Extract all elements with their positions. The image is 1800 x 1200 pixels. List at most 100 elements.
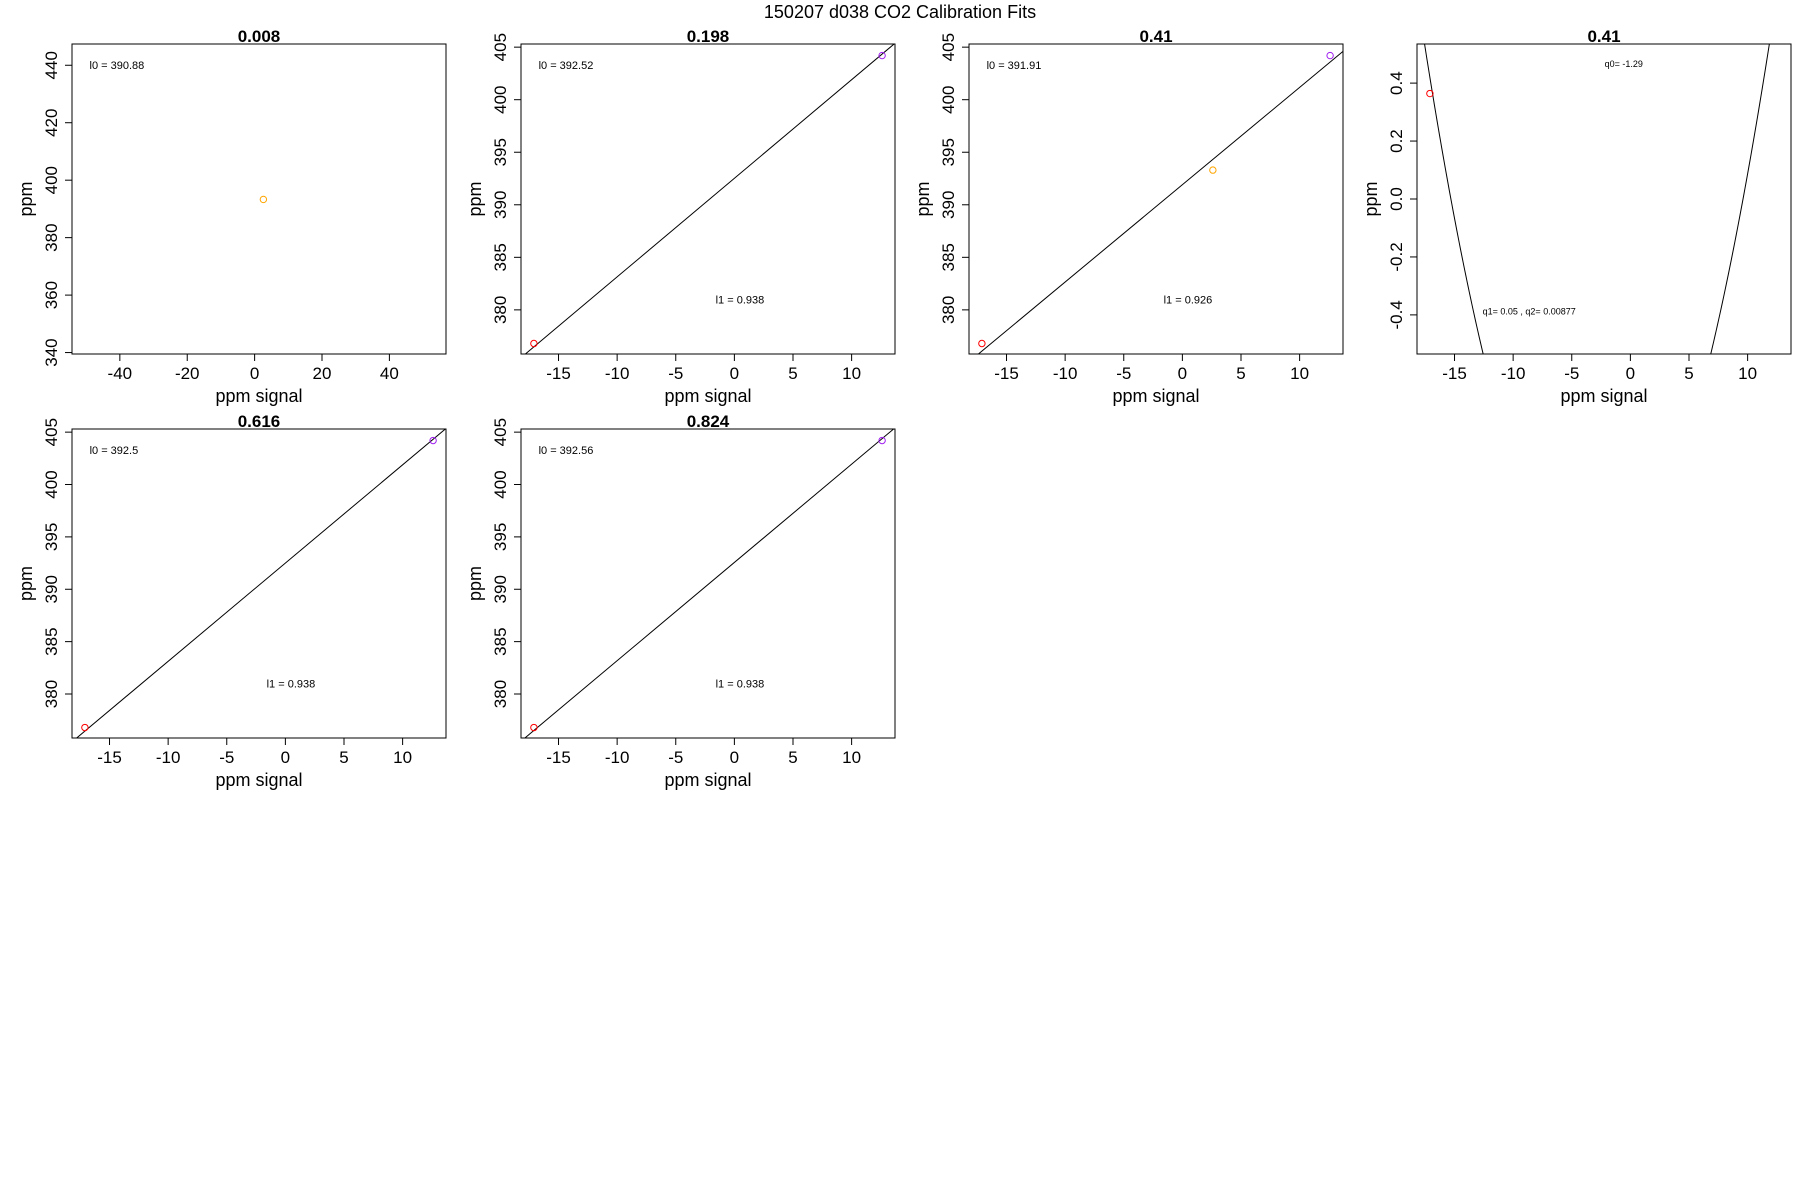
x-tick-label: 0 (1178, 364, 1187, 383)
y-tick-label: 395 (491, 523, 510, 551)
data-point (429, 436, 437, 445)
fit-annotation: q1= 0.05 , q2= 0.00877 (1483, 307, 1576, 317)
x-tick-label: -40 (108, 364, 133, 383)
y-tick-label: 390 (491, 191, 510, 219)
data-point (878, 51, 886, 60)
data-point (1426, 89, 1434, 98)
x-tick-label: 0 (730, 748, 739, 767)
quadratic-fit-curve (1424, 44, 1770, 354)
y-tick-label: 380 (491, 296, 510, 324)
panel-title: 0.41 (1587, 27, 1620, 46)
x-tick-label: 5 (1236, 364, 1245, 383)
x-tick-label: -5 (1116, 364, 1131, 383)
x-axis-label: ppm signal (215, 770, 302, 790)
fit-annotation: l1 = 0.938 (267, 679, 316, 691)
y-tick-label: 0.4 (1387, 71, 1406, 95)
x-tick-label: 40 (380, 364, 399, 383)
x-tick-label: -10 (156, 748, 181, 767)
x-tick-label: 10 (393, 748, 412, 767)
x-tick-label: -15 (546, 364, 571, 383)
data-point (1209, 166, 1217, 174)
fit-annotation: l0 = 390.88 (90, 60, 145, 72)
data-point (259, 195, 268, 204)
x-tick-label: -10 (605, 748, 630, 767)
chart-panel: 0.198 -15 -10 -5 0 5 10 ppm signal 380 385 390 395 4… (465, 27, 896, 406)
panel-title: 0.41 (1139, 27, 1172, 46)
x-tick-label: 0 (281, 748, 290, 767)
y-tick-label: 420 (42, 109, 61, 137)
y-tick-label: 0.0 (1387, 187, 1406, 211)
chart-panel: 0.008 -40 -20 0 20 40 ppm signal 340 360 380 400 42… (16, 27, 447, 406)
x-tick-label: -15 (546, 748, 571, 767)
panels-container: 0.008 -40 -20 0 20 40 ppm signal 340 360 380 400 42… (16, 27, 1792, 790)
data-point (978, 339, 986, 348)
fit-annotation: l0 = 391.91 (987, 60, 1042, 72)
y-tick-label: 360 (42, 281, 61, 309)
x-tick-label: 5 (788, 364, 797, 383)
x-tick-label: 20 (313, 364, 332, 383)
fit-annotation: l0 = 392.52 (539, 60, 594, 72)
y-tick-label: 400 (491, 86, 510, 114)
data-point (530, 339, 538, 348)
data-point (878, 436, 886, 445)
fit-line (524, 429, 895, 738)
y-tick-label: 390 (42, 575, 61, 603)
y-tick-label: 405 (491, 418, 510, 446)
fit-line (977, 51, 1343, 354)
x-tick-label: -5 (219, 748, 234, 767)
fit-annotation: l1 = 0.926 (1164, 294, 1213, 306)
x-tick-label: -15 (994, 364, 1019, 383)
y-tick-label: 380 (42, 223, 61, 251)
chart-panel: 0.616 -15 -10 -5 0 5 10 ppm signal 380 385 390 395 4… (16, 412, 447, 790)
fit-annotation: l0 = 392.56 (539, 445, 594, 457)
x-tick-label: -20 (175, 364, 200, 383)
data-point (530, 723, 538, 732)
x-tick-label: -10 (605, 364, 630, 383)
x-axis-label: ppm signal (664, 386, 751, 406)
y-axis-label: ppm (465, 566, 485, 601)
chart-panel: 0.824 -15 -10 -5 0 5 10 ppm signal 380 385 390 395 4… (465, 412, 896, 790)
x-tick-label: 10 (842, 748, 861, 767)
y-tick-label: 340 (42, 338, 61, 366)
x-tick-label: -5 (668, 364, 683, 383)
y-tick-label: 440 (42, 51, 61, 79)
x-tick-label: -5 (1564, 364, 1579, 383)
fit-annotation: l1 = 0.938 (716, 679, 765, 691)
x-tick-label: 0 (730, 364, 739, 383)
x-axis-label: ppm signal (1112, 386, 1199, 406)
y-tick-label: 385 (42, 627, 61, 655)
y-axis-label: ppm (16, 566, 36, 601)
x-tick-label: 10 (1290, 364, 1309, 383)
y-tick-label: 405 (42, 418, 61, 446)
y-tick-label: 400 (42, 166, 61, 194)
panel-title: 0.616 (238, 412, 281, 431)
x-tick-label: 10 (842, 364, 861, 383)
y-tick-label: 0.2 (1387, 129, 1406, 153)
x-tick-label: 5 (339, 748, 348, 767)
y-tick-label: 390 (939, 191, 958, 219)
fit-annotation: l0 = 392.5 (90, 445, 139, 457)
y-axis-label: ppm (1361, 181, 1381, 216)
x-tick-label: 5 (1684, 364, 1693, 383)
y-tick-label: 385 (491, 243, 510, 271)
x-tick-label: -15 (1442, 364, 1467, 383)
chart-panel: 0.41 -15 -10 -5 0 5 10 ppm signal -0.4 -0.2 0.0 0.2… (1361, 27, 1792, 406)
y-axis-label: ppm (913, 181, 933, 216)
y-axis-label: ppm (465, 181, 485, 216)
y-tick-label: 400 (42, 470, 61, 498)
y-tick-label: 395 (491, 138, 510, 166)
y-tick-label: 385 (491, 627, 510, 655)
x-tick-label: -15 (97, 748, 122, 767)
x-axis-label: ppm signal (664, 770, 751, 790)
panel-title: 0.824 (687, 412, 730, 431)
y-tick-label: 380 (491, 680, 510, 708)
x-tick-label: 0 (250, 364, 259, 383)
data-point (81, 723, 89, 732)
fit-line (524, 44, 895, 354)
y-tick-label: 400 (491, 470, 510, 498)
y-tick-label: 400 (939, 86, 958, 114)
y-tick-label: 390 (491, 575, 510, 603)
y-axis-label: ppm (16, 181, 36, 216)
